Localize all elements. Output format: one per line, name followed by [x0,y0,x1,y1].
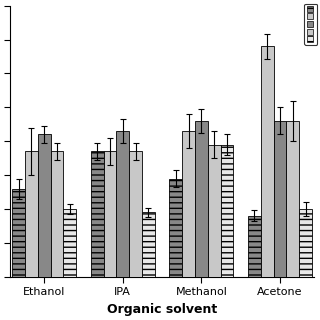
Bar [116,131,129,277]
Bar [142,212,155,277]
Bar [208,145,220,277]
Bar [299,209,312,277]
Bar [248,216,261,277]
Bar [261,46,274,277]
Bar [63,209,76,277]
Bar [274,121,286,277]
Legend: , , , , : , , , , [304,4,317,45]
X-axis label: Organic solvent: Organic solvent [107,303,217,316]
Bar [38,134,51,277]
Bar [169,179,182,277]
Bar [25,151,38,277]
Bar [129,151,142,277]
Bar [12,189,25,277]
Bar [51,151,63,277]
Bar [220,145,233,277]
Bar [104,151,116,277]
Bar [195,121,208,277]
Bar [182,131,195,277]
Bar [91,151,104,277]
Bar [286,121,299,277]
